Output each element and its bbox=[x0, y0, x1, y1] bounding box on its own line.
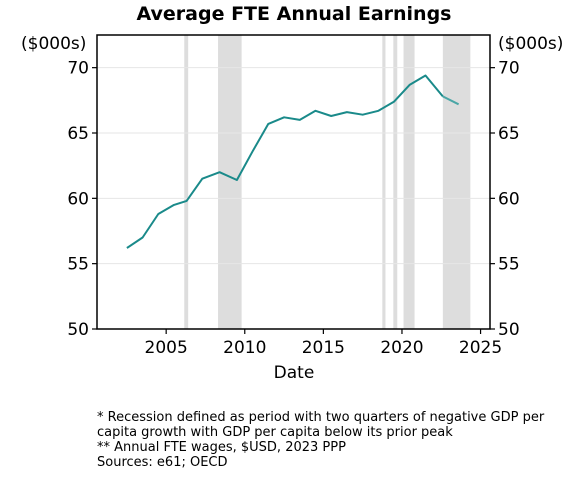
y-axis-label-right: ($000s) bbox=[498, 34, 563, 54]
y-tick-label-left: 65 bbox=[67, 124, 89, 144]
y-tick-label-right: 60 bbox=[498, 189, 520, 209]
x-axis-label: Date bbox=[274, 363, 315, 383]
series-line bbox=[126, 74, 444, 249]
y-tick-label-right: 65 bbox=[498, 124, 520, 144]
x-tick-label: 2020 bbox=[380, 338, 423, 358]
x-tick-label: 2025 bbox=[459, 338, 502, 358]
recession-bands bbox=[184, 35, 471, 329]
recession-band bbox=[382, 35, 386, 329]
wage-footnote: ** Annual FTE wages, $USD, 2023 PPP bbox=[97, 440, 346, 455]
x-tick-label: 2015 bbox=[302, 338, 345, 358]
recession-band bbox=[218, 35, 242, 329]
y-tick-label-right: 50 bbox=[498, 320, 520, 340]
axis-ticks: 50 50 55 55 60 60 65 65 70 70 2005 2010 2015 2020 2025 bbox=[67, 59, 519, 358]
earnings-chart: Average FTE Annual Earnings ($000s) ($00… bbox=[21, 3, 563, 383]
recession-footnote: * Recession defined as period with two q… bbox=[97, 410, 545, 440]
y-tick-label-left: 70 bbox=[67, 59, 89, 79]
y-axis-label-left: ($000s) bbox=[21, 34, 86, 54]
footnotes: * Recession defined as period with two q… bbox=[97, 410, 567, 470]
y-tick-label-left: 60 bbox=[67, 189, 89, 209]
y-tick-label-left: 55 bbox=[67, 255, 89, 275]
recession-band bbox=[184, 35, 189, 329]
y-tick-label-right: 70 bbox=[498, 59, 520, 79]
plot-frame bbox=[96, 34, 491, 330]
x-tick-label: 2010 bbox=[223, 338, 266, 358]
y-tick-label-right: 55 bbox=[498, 255, 520, 275]
y-tick-label-left: 50 bbox=[67, 320, 89, 340]
sources-footnote: Sources: e61; OECD bbox=[97, 455, 228, 470]
recession-band bbox=[393, 35, 398, 329]
series-lines bbox=[126, 74, 460, 249]
recession-band bbox=[403, 35, 415, 329]
series-line bbox=[442, 95, 460, 106]
recession-band bbox=[442, 35, 471, 329]
grid-lines bbox=[97, 67, 490, 265]
chart-title: Average FTE Annual Earnings bbox=[136, 3, 451, 25]
x-tick-label: 2005 bbox=[145, 338, 188, 358]
